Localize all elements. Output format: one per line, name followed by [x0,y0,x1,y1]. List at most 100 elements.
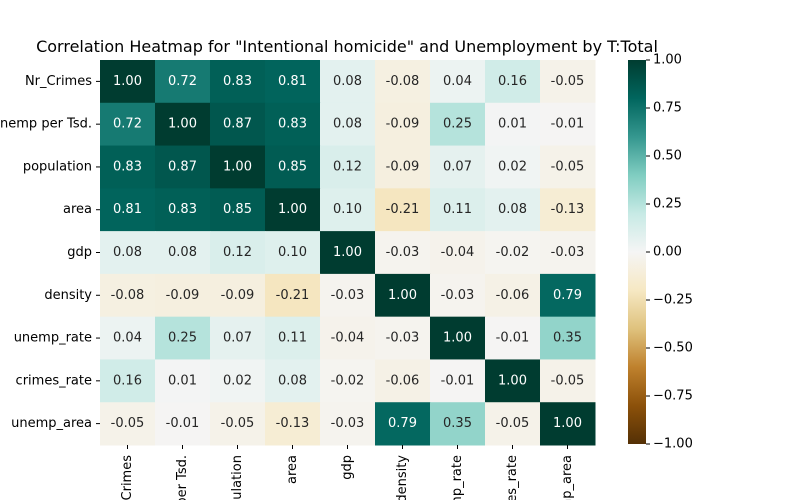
cell-label: -0.05 [551,373,585,388]
cell-label: 0.08 [333,74,362,89]
cell-label: -0.01 [551,117,585,132]
x-tick-label: area [285,455,300,484]
cell-label: 1.00 [443,331,472,346]
y-tick-label: unemp_area [11,416,92,431]
heatmap-cell [375,402,431,446]
heatmap-cell [485,145,541,189]
cell-label: 1.00 [278,202,307,217]
cell-label: 0.07 [223,331,252,346]
heatmap-cell [430,273,486,318]
heatmap-cell [485,60,541,104]
cell-label: -0.05 [551,74,585,89]
heatmap-cell [155,102,211,147]
heatmap-cell [375,145,431,189]
heatmap-cell [100,60,156,104]
heatmap-cell [485,359,541,403]
heatmap-cell [100,402,156,446]
colorbar-tick-label: 1.00 [653,53,682,68]
heatmap-cell [540,273,596,318]
cell-label: 0.10 [333,202,362,217]
cell-label: 0.25 [168,331,197,346]
chart-title: Correlation Heatmap for "Intentional hom… [36,37,658,56]
heatmap-cell [210,316,266,360]
cell-label: -0.03 [386,331,420,346]
heatmap-cell [210,102,266,147]
cell-label: 0.72 [168,74,197,89]
cell-label: -0.21 [276,288,310,303]
heatmap-cell [375,60,431,104]
colorbar-tick-label: 0.25 [653,197,682,212]
heatmap-cell [320,60,376,104]
heatmap-cell [430,316,486,360]
heatmap-cell [540,145,596,189]
cell-label: 0.83 [278,117,307,132]
cell-label: -0.13 [276,416,310,431]
cell-label: 0.08 [278,373,307,388]
heatmap-cell [540,102,596,147]
heatmap-cell [100,102,156,147]
cell-label: 0.01 [168,373,197,388]
heatmap-cell [155,359,211,403]
heatmap-cell [155,145,211,189]
heatmap-cell [320,102,376,147]
heatmap-cell [430,402,486,446]
cell-label: 0.16 [113,373,142,388]
heatmap-cell [485,402,541,446]
heatmap-cell [430,102,486,147]
heatmap-cell [210,145,266,189]
cell-label: 0.87 [168,159,197,174]
x-tick-label: unemp_rate [450,455,465,500]
heatmap-cell [100,316,156,360]
heatmap-cell [320,359,376,403]
cell-label: -0.05 [221,416,255,431]
heatmap-cell [540,316,596,360]
cell-label: -0.03 [331,288,365,303]
heatmap-cell [265,359,321,403]
cell-label: -0.13 [551,202,585,217]
heatmap-cell [430,60,486,104]
heatmap-cell [375,102,431,147]
colorbar-tick-label: −0.50 [653,341,693,356]
heatmap-cell [320,273,376,318]
heatmap-cell [375,231,431,275]
x-tick-label: crimes_rate [505,455,520,500]
cell-label: -0.03 [331,416,365,431]
cell-label: 0.04 [443,74,472,89]
cell-label: 0.79 [388,416,417,431]
cell-label: 0.83 [113,159,142,174]
cell-label: -0.08 [111,288,145,303]
heatmap-cell [485,231,541,275]
cell-label: -0.09 [166,288,200,303]
cell-label: 1.00 [333,245,362,260]
cell-label: 0.02 [498,159,527,174]
cell-label: 0.79 [553,288,582,303]
cell-label: 0.12 [333,159,362,174]
cell-label: -0.09 [386,159,420,174]
cell-label: 0.02 [223,373,252,388]
heatmap-cell [155,316,211,360]
heatmap-cell [430,188,486,232]
heatmap-cell [375,273,431,318]
colorbar-tick-label: −0.75 [653,389,693,404]
cell-label: 1.00 [553,416,582,431]
cell-label: -0.05 [496,416,530,431]
cell-label: 0.16 [498,74,527,89]
heatmap-cell [210,402,266,446]
y-tick-label: population [23,159,92,174]
cell-label: -0.05 [551,159,585,174]
heatmap-cell [210,188,266,232]
cell-label: 0.72 [113,117,142,132]
heatmap-cell [100,188,156,232]
heatmap-cell [430,231,486,275]
heatmap-cell [540,402,596,446]
cell-label: -0.03 [441,288,475,303]
cell-label: 0.08 [498,202,527,217]
heatmap-cell [485,188,541,232]
heatmap-cell [155,273,211,318]
heatmap-cell [265,402,321,446]
cell-label: 0.25 [443,117,472,132]
heatmap-cell [430,145,486,189]
heatmap-cell [100,231,156,275]
colorbar-tick-label: −0.25 [653,293,693,308]
heatmap-cell [375,359,431,403]
